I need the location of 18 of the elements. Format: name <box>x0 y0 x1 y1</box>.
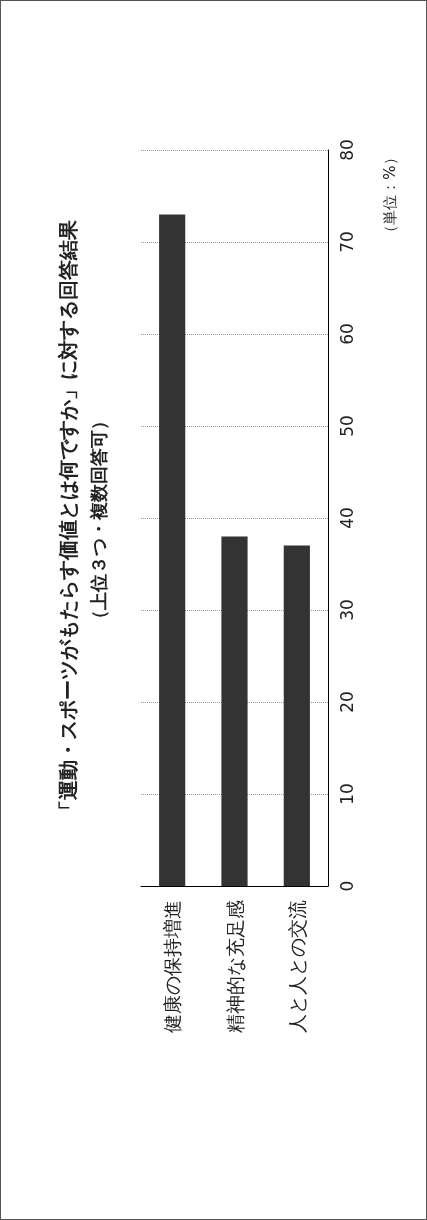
x-tick-label: 人と人との交流 <box>285 900 308 1033</box>
bar <box>221 536 248 886</box>
y-tick-label: 60 <box>336 323 357 345</box>
y-tick-label: 30 <box>336 599 357 621</box>
text: （上位３つ・複数回答可） <box>87 412 109 628</box>
y-tick-label: 80 <box>336 139 357 161</box>
text: 「運動・スポーツがもたらす価値とは何ですか」に対する回答結果 <box>56 219 80 820</box>
y-tick-label: 10 <box>336 783 357 805</box>
y-tick-label: 0 <box>336 880 357 892</box>
text: （単位：%） <box>381 150 399 240</box>
y-tick-label: 20 <box>336 691 357 713</box>
bar <box>283 545 310 886</box>
x-tick-label: 健康の保持増進 <box>161 900 184 1033</box>
x-tick-label: 精神的な充足感 <box>223 900 246 1033</box>
y-tick-label: 50 <box>336 415 357 437</box>
y-tick-label: 70 <box>336 231 357 253</box>
y-tick-label: 40 <box>336 507 357 529</box>
bar <box>159 214 186 886</box>
